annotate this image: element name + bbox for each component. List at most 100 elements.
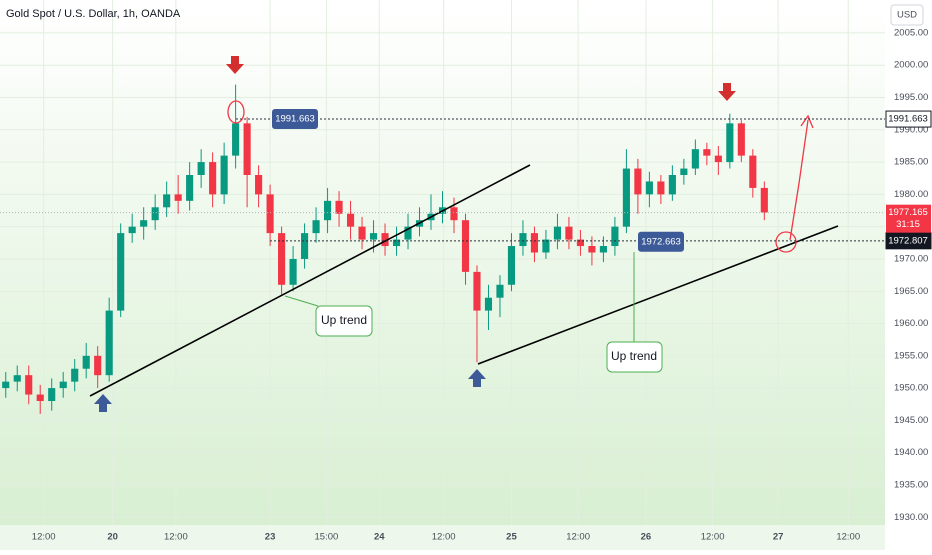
candle-body (381, 233, 389, 247)
chart-title: Gold Spot / U.S. Dollar, 1h, OANDA (6, 8, 181, 20)
current-price: 1977.165 (888, 207, 928, 218)
candle-body (266, 194, 274, 234)
candle-body (657, 181, 665, 195)
candle-body (128, 226, 136, 234)
y-tick-label: 1970.00 (894, 253, 928, 264)
x-tick-label: 24 (374, 532, 385, 543)
x-tick-label: 27 (773, 532, 784, 543)
candle-body (209, 162, 217, 195)
candle-body (82, 355, 90, 369)
down-arrow (226, 56, 244, 74)
highlight-circle (227, 100, 245, 124)
candle-body (13, 375, 21, 382)
up-arrow (468, 369, 486, 387)
candle-body (760, 187, 768, 213)
candle-body (36, 394, 44, 402)
candle-body (473, 271, 481, 311)
callout-line (284, 295, 319, 307)
candle-body (404, 226, 412, 240)
callout-box (606, 341, 663, 373)
candle-body (163, 194, 171, 208)
price-tag (885, 232, 932, 250)
price-tag-label: 1991.663 (888, 114, 928, 125)
candle-body (25, 375, 33, 395)
candle-body (507, 246, 516, 285)
candle-body (312, 220, 320, 234)
y-tick-label: 1930.00 (894, 512, 928, 523)
candle-body (243, 123, 251, 175)
candle-body (94, 355, 102, 376)
candle-body (450, 207, 458, 221)
candle-body (680, 168, 688, 175)
candle-body (105, 310, 113, 376)
plot-background (0, 0, 885, 525)
projection-arrow (789, 119, 809, 241)
annotation: Up trend (611, 349, 657, 363)
candle-body (335, 200, 343, 214)
x-tick-label: 26 (641, 532, 652, 543)
candle-body (346, 213, 355, 227)
y-tick-label: 2005.00 (894, 27, 928, 38)
candle-body (749, 155, 757, 188)
y-tick-label: 1980.00 (894, 189, 928, 200)
price-box-label: 1991.663 (275, 114, 315, 125)
currency: USD (897, 10, 917, 21)
candle-body (71, 368, 79, 382)
candle-body (726, 123, 734, 163)
y-tick-label: 1955.00 (894, 350, 928, 361)
x-tick-label: 25 (506, 532, 517, 543)
y-tick-label: 2000.00 (894, 60, 928, 71)
y-tick-label: 1935.00 (894, 479, 928, 490)
x-tick-label: 12:00 (164, 532, 188, 543)
y-tick-label: 1985.00 (894, 157, 928, 168)
up-arrow (94, 394, 112, 412)
candle-body (668, 175, 676, 195)
candle-body (232, 123, 240, 156)
candle-body (565, 226, 573, 240)
candle-body (496, 284, 504, 298)
candle-body (392, 239, 401, 247)
countdown: 31:15 (896, 219, 920, 230)
price-box (272, 109, 318, 130)
y-tick-label: 1950.00 (894, 383, 928, 394)
candle-body (220, 155, 228, 195)
y-tick-label: 1960.00 (894, 318, 928, 329)
y-tick-label: 1940.00 (894, 447, 928, 458)
x-tick-label: 23 (265, 532, 276, 543)
candle-body (714, 155, 722, 163)
price-tag (885, 110, 932, 128)
candle-body (691, 149, 699, 169)
candle-body (737, 123, 745, 156)
candle-body (59, 381, 67, 389)
price-box (638, 231, 684, 252)
price-tag-label: 1972.807 (888, 235, 928, 246)
candle-body (151, 207, 159, 221)
x-tick-label: 12:00 (32, 532, 56, 543)
candle-body (553, 226, 561, 240)
x-tick-label: 12:00 (432, 532, 456, 543)
down-arrow (718, 83, 736, 101)
candle-body (634, 168, 642, 195)
callout-box (315, 305, 373, 337)
time-axis (0, 525, 885, 550)
x-tick-label: 12:00 (566, 532, 590, 543)
candle-body (576, 239, 584, 247)
x-tick-label: 12:00 (836, 532, 860, 543)
candle-body (174, 194, 182, 201)
trend-line (89, 164, 531, 397)
candle-body (358, 226, 366, 240)
candle-body (301, 233, 309, 259)
candle-body (622, 168, 630, 227)
candle-body (278, 233, 286, 285)
price-box-label: 1972.663 (641, 236, 681, 247)
candle-body (289, 258, 297, 285)
candle-body (117, 233, 125, 311)
candle-body (611, 226, 619, 247)
candle-body (48, 388, 56, 402)
x-tick-label: 20 (107, 532, 118, 543)
arrow-head (800, 114, 814, 129)
currency-box (890, 4, 924, 26)
price-axis (885, 0, 932, 550)
highlight-circle (775, 231, 797, 253)
